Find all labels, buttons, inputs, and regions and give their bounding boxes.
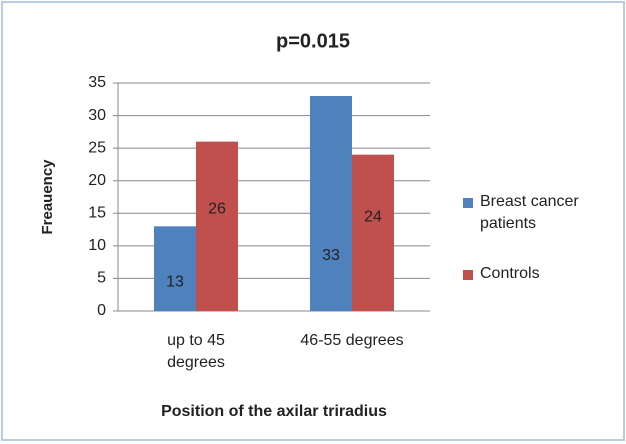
bar [196,141,238,311]
bar [154,226,196,311]
y-tick-label: 15 [88,205,106,222]
y-tick-label: 35 [88,74,106,91]
x-axis-label: Position of the axilar triradius [161,403,387,420]
y-tick-label: 30 [88,107,106,124]
x-tick-label: up to 45 degrees [167,332,225,371]
bar [352,154,394,311]
data-label: 13 [166,273,184,290]
data-label: 26 [208,201,226,218]
y-tick-label: 20 [88,172,106,189]
bar [310,96,352,312]
legend-swatch [463,198,473,208]
chart-title: p=0.015 [276,30,350,52]
y-tick-label: 25 [88,139,106,156]
y-tick-label: 0 [97,302,106,319]
y-axis-label: Freauency [39,159,56,235]
legend-label: Breast cancer patients [480,193,579,232]
data-label: 24 [364,208,382,225]
y-tick-label: 10 [88,237,106,254]
x-tick-label: 46-55 degrees [300,332,404,349]
legend-swatch [463,270,473,280]
y-tick-label: 5 [97,270,106,287]
data-label: 33 [322,247,340,264]
legend-label: Controls [480,265,540,282]
